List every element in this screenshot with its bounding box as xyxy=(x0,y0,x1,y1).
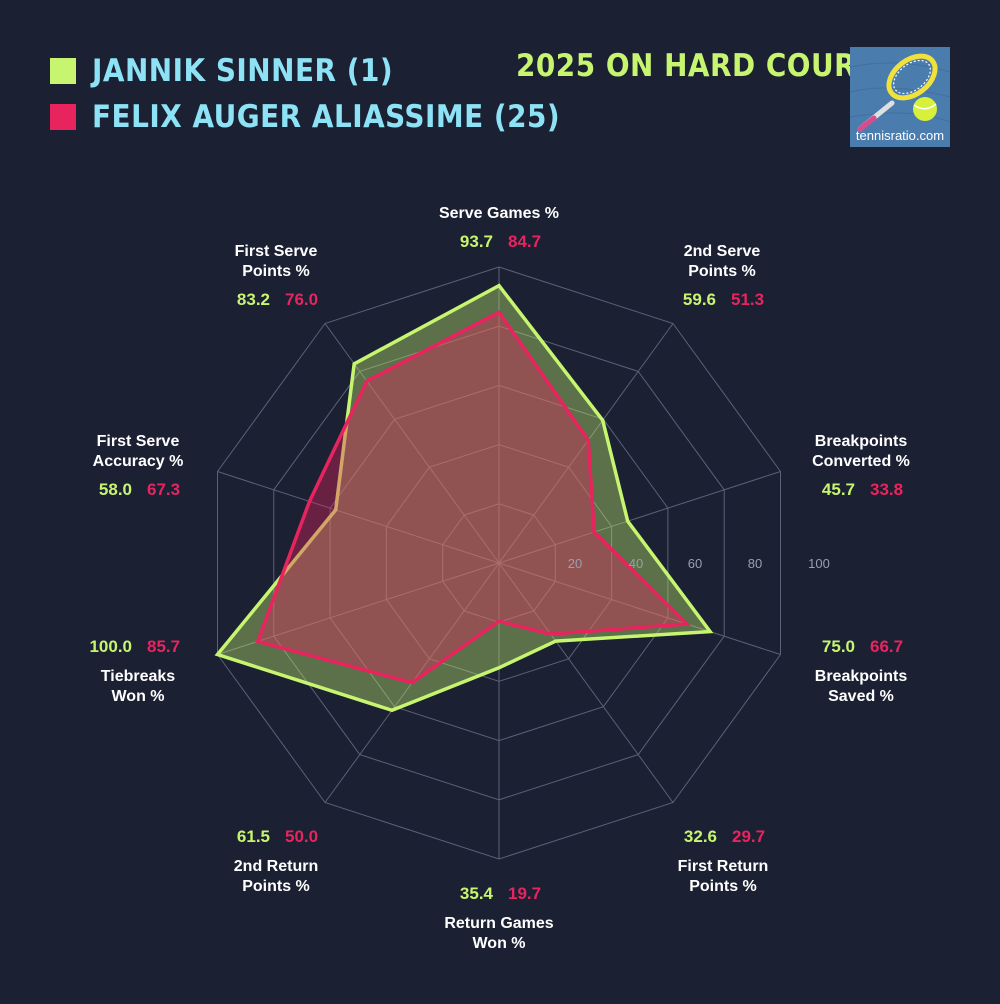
axis-label-9-line-0: First Serve xyxy=(235,243,318,260)
value-label-sinner-3: 75.0 xyxy=(822,637,855,656)
grid-spoke-3 xyxy=(498,562,781,655)
grid-spoke-4 xyxy=(498,562,674,803)
tennis-racket-ball-icon xyxy=(850,47,950,147)
value-label-sinner-5: 35.4 xyxy=(460,884,494,903)
value-label-auger-aliassime-2: 33.8 xyxy=(870,480,903,499)
axis-label-7-line-0: Tiebreaks xyxy=(101,668,176,685)
value-label-auger-aliassime-1: 51.3 xyxy=(731,290,764,309)
radar-grid xyxy=(217,266,781,860)
value-label-sinner-6: 61.5 xyxy=(237,827,270,846)
grid-spoke-7 xyxy=(217,562,500,655)
grid-spoke-1 xyxy=(498,323,674,564)
value-label-auger-aliassime-4: 29.7 xyxy=(732,827,765,846)
legend-label-sinner: JANNIK SINNER (1) xyxy=(92,53,394,89)
value-label-sinner-1: 59.6 xyxy=(683,290,716,309)
axis-label-7-line-1: Won % xyxy=(111,688,164,705)
axis-label-8-line-0: First Serve xyxy=(97,433,180,450)
series-polygon-1 xyxy=(255,310,691,685)
axis-label-6-line-1: Points % xyxy=(242,878,310,895)
axis-label-6-line-0: 2nd Return xyxy=(234,858,318,875)
chart-title: 2025 ON HARD COURTS xyxy=(516,48,895,84)
value-label-auger-aliassime-0: 84.7 xyxy=(508,232,541,251)
axis-label-3-line-1: Saved % xyxy=(828,688,894,705)
axis-label-2-line-1: Converted % xyxy=(812,453,910,470)
tennisratio-logo: tennisratio.com xyxy=(850,47,950,147)
value-label-auger-aliassime-6: 50.0 xyxy=(285,827,318,846)
legend-swatch-auger-aliassime xyxy=(50,104,76,130)
series-polygon-0 xyxy=(214,283,714,713)
legend-swatch-sinner xyxy=(50,58,76,84)
value-label-auger-aliassime-5: 19.7 xyxy=(508,884,541,903)
legend-item-sinner: JANNIK SINNER (1) xyxy=(50,48,560,94)
tick-label-80: 80 xyxy=(748,556,762,571)
axis-label-5-line-1: Won % xyxy=(472,935,525,952)
axis-label-2-line-0: Breakpoints xyxy=(815,433,908,450)
legend-label-auger-aliassime: FELIX AUGER ALIASSIME (25) xyxy=(92,99,561,135)
axis-label-4-line-0: First Return xyxy=(678,858,769,875)
grid-spoke-8 xyxy=(217,471,500,564)
axis-label-4-line-1: Points % xyxy=(689,878,757,895)
axis-label-0-line-0: Serve Games % xyxy=(439,205,559,222)
legend-item-auger-aliassime: FELIX AUGER ALIASSIME (25) xyxy=(50,94,560,140)
legend: JANNIK SINNER (1) FELIX AUGER ALIASSIME … xyxy=(50,48,560,140)
value-label-auger-aliassime-3: 66.7 xyxy=(870,637,903,656)
value-label-sinner-8: 58.0 xyxy=(99,480,132,499)
tick-label-40: 40 xyxy=(629,556,643,571)
value-label-auger-aliassime-8: 67.3 xyxy=(147,480,180,499)
radar-labels: 20 40 60 80 100 Serve Games % 93.7 84.7 2nd Serv… xyxy=(89,205,909,952)
value-label-sinner-0: 93.7 xyxy=(460,232,493,251)
axis-label-1-line-1: Points % xyxy=(688,263,756,280)
value-label-sinner-4: 32.6 xyxy=(684,827,717,846)
axis-label-8-line-1: Accuracy % xyxy=(93,453,184,470)
value-label-auger-aliassime-9: 76.0 xyxy=(285,290,318,309)
grid-spoke-2 xyxy=(498,471,781,564)
value-label-sinner-9: 83.2 xyxy=(237,290,270,309)
value-label-sinner-2: 45.7 xyxy=(822,480,855,499)
tick-label-100: 100 xyxy=(808,556,830,571)
value-label-auger-aliassime-7: 85.7 xyxy=(147,637,180,656)
axis-label-3-line-0: Breakpoints xyxy=(815,668,908,685)
tick-label-20: 20 xyxy=(568,556,582,571)
axis-label-5-line-0: Return Games xyxy=(444,915,553,932)
value-label-sinner-7: 100.0 xyxy=(89,637,132,656)
logo-text: tennisratio.com xyxy=(855,128,945,143)
tick-label-60: 60 xyxy=(688,556,702,571)
axis-label-1-line-0: 2nd Serve xyxy=(684,243,761,260)
axis-label-9-line-1: Points % xyxy=(242,263,310,280)
radar-series xyxy=(214,283,714,713)
